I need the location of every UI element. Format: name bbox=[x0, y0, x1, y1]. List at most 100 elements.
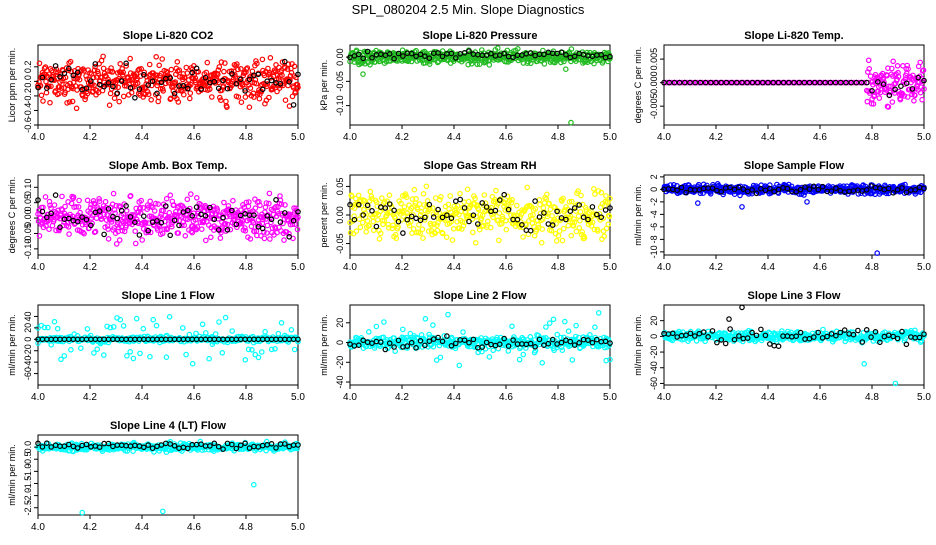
y-tick-label: -4 bbox=[649, 210, 659, 218]
data-point bbox=[357, 193, 361, 197]
data-point bbox=[160, 57, 164, 61]
data-point bbox=[374, 224, 378, 228]
x-tick-label: 4.8 bbox=[865, 392, 879, 403]
data-point bbox=[465, 187, 469, 191]
panel-title: Slope Line 3 Flow bbox=[748, 290, 841, 302]
data-point bbox=[204, 238, 208, 242]
data-point bbox=[293, 347, 297, 351]
y-tick-label: -20 bbox=[335, 356, 345, 369]
data-point bbox=[157, 63, 161, 67]
y-tick-label: 0 bbox=[23, 337, 33, 342]
data-point bbox=[524, 228, 528, 232]
data-point bbox=[230, 329, 234, 333]
data-point bbox=[423, 317, 427, 321]
y-axis-label: Licor ppm per min. bbox=[7, 48, 17, 123]
y-tick-label: -0.05 bbox=[335, 71, 345, 92]
data-point bbox=[184, 352, 188, 356]
data-point bbox=[262, 236, 266, 240]
data-point bbox=[52, 203, 56, 207]
data-point bbox=[168, 233, 172, 237]
data-point bbox=[525, 185, 529, 189]
data-point bbox=[491, 348, 495, 352]
y-axis-label: ml/min per min. bbox=[633, 314, 643, 376]
x-tick-label: 4.2 bbox=[395, 262, 409, 273]
data-point bbox=[551, 317, 555, 321]
x-tick-label: 4.8 bbox=[239, 262, 253, 273]
x-tick-label: 4.2 bbox=[709, 392, 723, 403]
data-point bbox=[195, 196, 199, 200]
data-point bbox=[48, 101, 52, 105]
data-point bbox=[167, 211, 171, 215]
x-tick-label: 4.2 bbox=[83, 262, 97, 273]
data-point bbox=[417, 223, 421, 227]
data-point bbox=[487, 355, 491, 359]
data-point bbox=[544, 325, 548, 329]
data-point bbox=[122, 94, 126, 98]
data-point bbox=[101, 54, 105, 58]
data-point bbox=[805, 200, 809, 204]
data-point bbox=[454, 199, 458, 203]
data-point bbox=[260, 350, 264, 354]
data-point bbox=[182, 93, 186, 97]
panel-title: Slope Sample Flow bbox=[744, 160, 845, 172]
data-point bbox=[187, 332, 191, 336]
data-point bbox=[85, 327, 89, 331]
panel-title: Slope Amb. Box Temp. bbox=[109, 160, 228, 172]
x-tick-label: 4.0 bbox=[31, 392, 45, 403]
data-point bbox=[740, 205, 744, 209]
y-tick-label: -2 bbox=[649, 198, 659, 206]
data-point bbox=[371, 219, 375, 223]
panel-title: Slope Line 2 Flow bbox=[434, 290, 527, 302]
data-point bbox=[354, 229, 358, 233]
data-point bbox=[597, 311, 601, 315]
data-point bbox=[116, 85, 120, 89]
data-point bbox=[529, 229, 533, 233]
data-point bbox=[559, 335, 563, 339]
y-tick-label: 20 bbox=[649, 316, 659, 326]
data-point bbox=[727, 317, 731, 321]
data-point bbox=[106, 237, 110, 241]
data-point bbox=[247, 105, 251, 109]
x-tick-label: 4.8 bbox=[865, 132, 879, 143]
data-point bbox=[39, 93, 43, 97]
x-tick-label: 4.0 bbox=[31, 132, 45, 143]
data-point bbox=[458, 192, 462, 196]
data-point bbox=[263, 330, 267, 334]
x-tick-label: 4.6 bbox=[187, 262, 201, 273]
x-tick-label: 5.0 bbox=[291, 262, 305, 273]
data-point bbox=[715, 340, 719, 344]
data-point bbox=[217, 320, 221, 324]
panel-title: Slope Line 1 Flow bbox=[122, 290, 215, 302]
x-tick-label: 4.8 bbox=[551, 392, 565, 403]
data-point bbox=[768, 342, 772, 346]
data-point bbox=[865, 99, 869, 103]
x-tick-label: 4.4 bbox=[447, 392, 461, 403]
data-point bbox=[401, 231, 405, 235]
data-point bbox=[457, 363, 461, 367]
data-point bbox=[188, 91, 192, 95]
y-tick-label: -0.6 bbox=[23, 117, 33, 133]
data-point bbox=[772, 344, 776, 348]
x-tick-label: 5.0 bbox=[917, 262, 931, 273]
x-tick-label: 4.6 bbox=[813, 262, 827, 273]
data-point bbox=[528, 335, 532, 339]
data-point bbox=[578, 210, 582, 214]
y-tick-label: -20 bbox=[23, 344, 33, 357]
data-point bbox=[361, 72, 365, 76]
data-point bbox=[214, 332, 218, 336]
data-point bbox=[540, 361, 544, 365]
data-point bbox=[85, 198, 89, 202]
y-tick-label: -8 bbox=[649, 235, 659, 243]
x-tick-label: 5.0 bbox=[291, 392, 305, 403]
data-point bbox=[153, 209, 157, 213]
data-point bbox=[448, 194, 452, 198]
data-point bbox=[374, 324, 378, 328]
x-tick-label: 4.2 bbox=[709, 132, 723, 143]
x-tick-label: 4.2 bbox=[395, 392, 409, 403]
data-point bbox=[220, 351, 224, 355]
x-tick-label: 4.8 bbox=[551, 262, 565, 273]
data-point bbox=[204, 331, 208, 335]
data-point bbox=[494, 188, 498, 192]
y-tick-label: -0.4 bbox=[23, 103, 33, 119]
